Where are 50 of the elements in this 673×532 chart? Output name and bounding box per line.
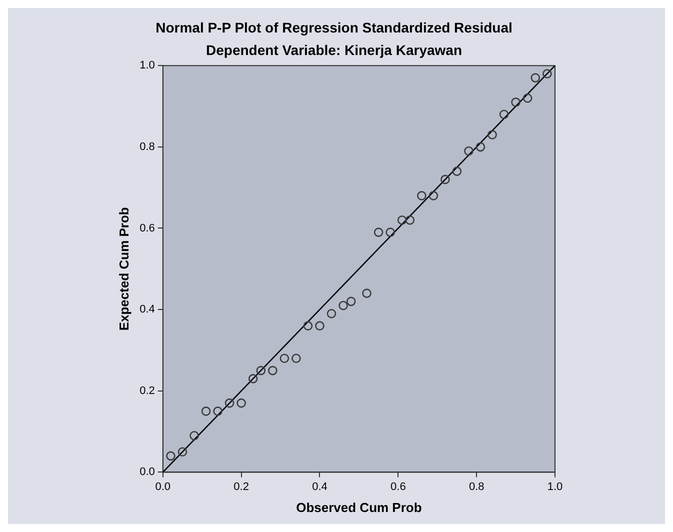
point — [292, 354, 301, 363]
point — [386, 228, 395, 237]
point — [428, 191, 438, 200]
x-axis-title: Observed Cum Prob — [296, 500, 422, 515]
point — [362, 288, 372, 298]
y-tick-label: 0.6 — [140, 222, 155, 234]
point — [338, 300, 348, 310]
point — [417, 191, 426, 200]
x-tick-label: 0.2 — [234, 480, 249, 493]
point — [248, 374, 258, 384]
y-tick-label: 0.4 — [140, 304, 155, 316]
point — [268, 366, 278, 376]
x-tick-label: 0.0 — [155, 480, 171, 493]
point — [488, 130, 497, 140]
point — [303, 321, 313, 330]
point — [522, 93, 532, 103]
y-tick-label: 0.0 — [140, 466, 155, 478]
point — [464, 146, 474, 156]
point — [346, 296, 356, 306]
point — [476, 142, 486, 152]
y-axis-title: Expected Cum Prob — [116, 207, 132, 331]
chart-title: Normal P-P Plot of Regression Standardized Residual — [156, 19, 512, 36]
point — [224, 398, 234, 408]
x-tick-label: 0.6 — [390, 480, 406, 493]
x-tick-label: 1.0 — [547, 480, 563, 493]
point — [530, 73, 540, 82]
chart-subtitle: Dependent Variable: Kinerja Karyawan — [206, 42, 462, 58]
x-tick-label: 0.8 — [468, 480, 484, 493]
point — [213, 406, 222, 416]
point — [397, 215, 407, 225]
point — [280, 354, 290, 363]
y-tick-label: 0.8 — [140, 140, 155, 153]
point — [440, 174, 450, 184]
y-tick-label: 0.2 — [140, 384, 155, 397]
point — [190, 430, 199, 440]
point — [315, 321, 324, 330]
x-tick-label: 0.4 — [312, 480, 328, 493]
point — [201, 406, 211, 416]
point — [452, 166, 462, 176]
point — [166, 451, 176, 461]
point — [511, 98, 520, 107]
point — [236, 398, 246, 408]
point — [499, 110, 509, 120]
y-tick-label: 1.0 — [140, 60, 155, 72]
point — [374, 228, 384, 237]
point — [256, 366, 266, 376]
point — [542, 69, 552, 78]
point — [405, 215, 415, 225]
point — [326, 308, 336, 318]
point — [178, 447, 188, 457]
